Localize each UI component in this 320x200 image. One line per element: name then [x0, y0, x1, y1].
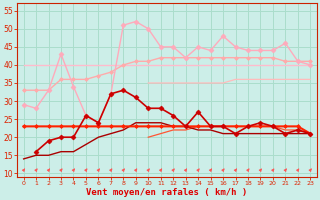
X-axis label: Vent moyen/en rafales ( km/h ): Vent moyen/en rafales ( km/h ) [86, 188, 248, 197]
